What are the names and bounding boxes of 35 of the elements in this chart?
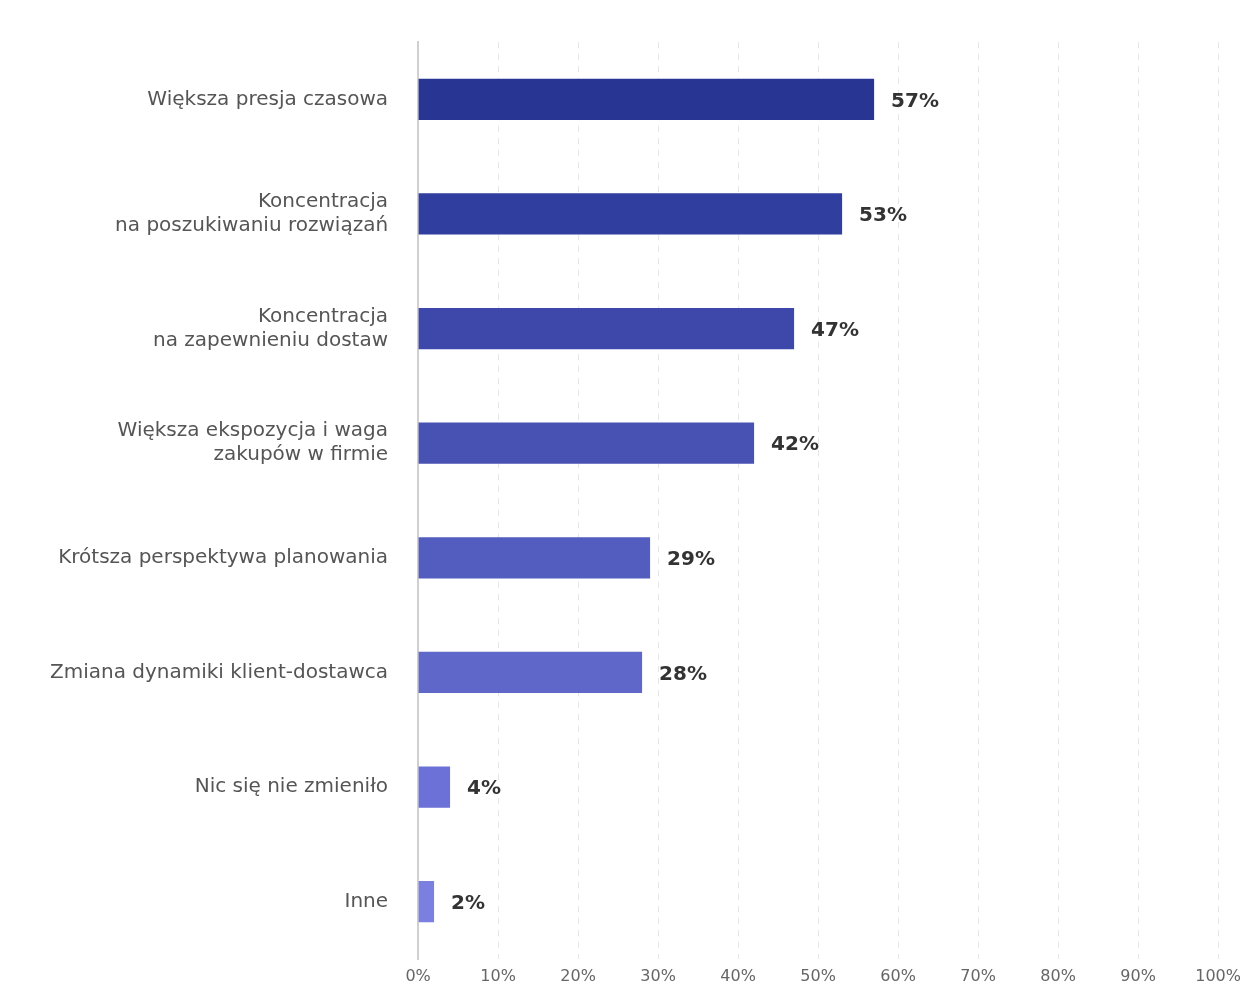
bar (418, 422, 755, 464)
y-tick-label: Większa ekspozycja i waga zakupów w firmie (117, 417, 389, 466)
x-tick-label: 30% (640, 965, 676, 985)
x-tick-label: 0% (405, 965, 431, 985)
data-label: 57% (891, 87, 939, 112)
bar (418, 881, 435, 923)
bar (418, 307, 795, 350)
x-tick-label: 100% (1195, 965, 1241, 985)
x-tick-label: 50% (800, 965, 836, 985)
x-tick-label: 70% (960, 965, 996, 985)
data-label: 42% (771, 431, 819, 456)
y-tick-label: Krótsza perspektywa planowania (58, 544, 389, 569)
data-label: 28% (659, 660, 707, 685)
y-tick-label: Nic się nie zmieniło (194, 773, 389, 798)
bar (418, 537, 651, 579)
data-label: 4% (467, 775, 502, 800)
x-tick-label: 10% (480, 965, 516, 985)
bar (418, 193, 843, 235)
data-label: 47% (811, 316, 859, 341)
x-tick-label: 90% (1120, 965, 1156, 985)
y-tick-label: Większa presja czasowa (147, 85, 389, 110)
data-label: 53% (859, 202, 907, 227)
x-tick-label: 80% (1040, 965, 1076, 985)
y-tick-label: Inne (344, 887, 389, 912)
bar (418, 78, 875, 120)
data-label: 2% (451, 889, 486, 914)
y-tick-label: Koncentracja na poszukiwaniu rozwiązań (115, 188, 389, 237)
bar (418, 651, 643, 694)
y-tick-label: Koncentracja na zapewnieniu dostaw (153, 302, 389, 351)
data-label: 29% (667, 546, 715, 571)
x-tick-label: 20% (560, 965, 596, 985)
y-tick-label: Zmiana dynamiki klient-dostawca (50, 658, 389, 683)
x-tick-label: 40% (720, 965, 756, 985)
bar (418, 766, 451, 808)
x-tick-label: 60% (880, 965, 916, 985)
